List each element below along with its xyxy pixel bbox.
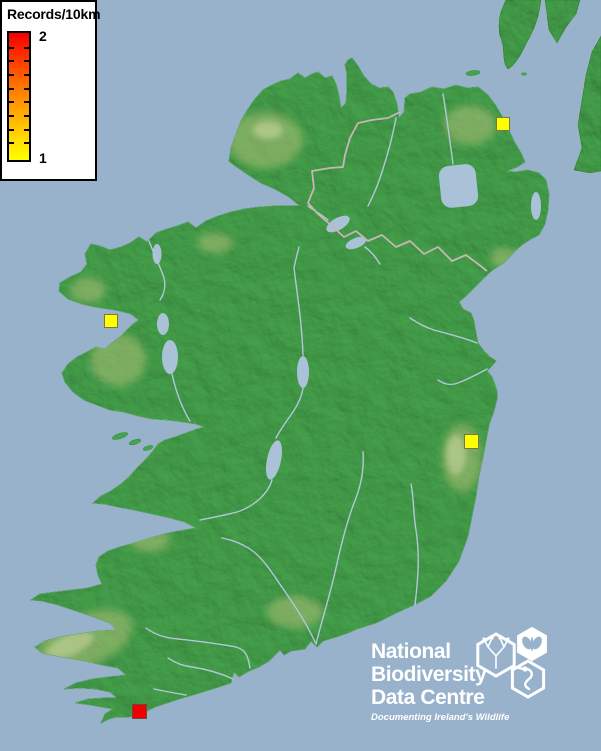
aran-island [142, 445, 154, 451]
legend-tick [24, 129, 29, 131]
legend-title: Records/10km [7, 6, 101, 22]
river-boyne [409, 317, 478, 344]
river-suir [221, 537, 317, 645]
river-erne-upper [364, 246, 381, 265]
northern-ireland-border [307, 111, 488, 272]
record-square-mayo [104, 314, 118, 328]
upper-lough-erne [345, 236, 367, 250]
legend-tick [9, 115, 14, 117]
river-shannon-upper [293, 246, 304, 356]
river-slaney [410, 483, 419, 606]
legend-tick [24, 74, 29, 76]
legend-tick [24, 115, 29, 117]
river-blackwater [145, 627, 251, 669]
tree-hexagon-icon [476, 632, 516, 678]
islands [112, 70, 481, 451]
legend-tick [24, 47, 29, 49]
legend-tick [9, 142, 14, 144]
legend-min-label: 1 [39, 150, 47, 166]
lough-conn [152, 244, 162, 264]
logo-line-2: Biodiversity [371, 663, 487, 686]
river-moy [148, 240, 166, 301]
legend-tick [24, 142, 29, 144]
river-lee [167, 657, 234, 680]
river-shannon-lower [199, 479, 273, 521]
lough-corrib [162, 340, 178, 374]
biodiversity-logo: National Biodiversity Data Centre Docume… [371, 626, 581, 745]
islet [521, 72, 527, 76]
upland-highlight [46, 121, 466, 659]
logo-line-3: Data Centre [371, 686, 485, 709]
river-bann [442, 93, 454, 165]
strangford-lough [531, 192, 541, 220]
legend-tick [24, 88, 29, 90]
aran-island [128, 438, 142, 446]
legend-tick [9, 129, 14, 131]
butterfly-hexagon-icon [517, 626, 547, 662]
seahorse-hexagon-icon [510, 659, 546, 699]
lough-mask [157, 313, 169, 335]
legend-tick [9, 74, 14, 76]
legend-max-label: 2 [39, 28, 47, 44]
lakes [152, 164, 541, 480]
logo-line-1: National [371, 640, 451, 663]
river-corrib [171, 373, 191, 422]
lower-lough-erne [326, 215, 350, 233]
legend: Records/10km 2 1 [0, 0, 101, 181]
river-erne-lower [307, 205, 329, 221]
scotland-coast [498, 0, 601, 174]
river-liffey [437, 368, 488, 386]
records-density-colorbar [7, 31, 31, 162]
record-square-antrim [496, 117, 510, 131]
river-shannon-mid [275, 387, 304, 439]
river-bandon [153, 688, 187, 696]
river-foyle [367, 117, 397, 207]
logo-tagline: Documenting Ireland's Wildlife [371, 712, 510, 723]
legend-tick [24, 101, 29, 103]
aran-island [112, 432, 128, 440]
rivers [145, 93, 488, 696]
rathlin-island [465, 70, 481, 76]
legend-tick [9, 47, 14, 49]
record-square-wicklow [464, 434, 479, 449]
lough-ree [297, 356, 309, 388]
legend-tick [9, 101, 14, 103]
legend-tick [24, 60, 29, 62]
lough-neagh [438, 164, 479, 208]
river-barrow [315, 451, 364, 645]
lough-derg [265, 440, 283, 480]
logo-hexagons [476, 626, 547, 699]
legend-tick [9, 88, 14, 90]
legend-tick [9, 60, 14, 62]
record-square-cork [132, 704, 147, 719]
